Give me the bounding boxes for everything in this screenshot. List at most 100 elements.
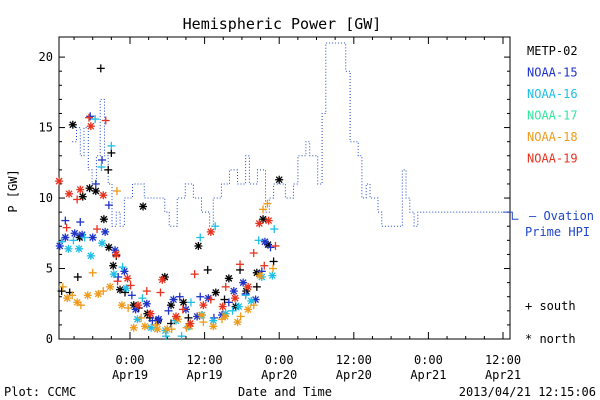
noaa-19-north-point <box>86 122 95 131</box>
noaa-19-south-point <box>260 261 269 270</box>
noaa-18-north-point <box>73 298 82 307</box>
marker-stroke <box>98 239 106 247</box>
noaa-19-south-point <box>271 241 280 250</box>
noaa-15-north-point <box>120 267 129 276</box>
noaa-18-south-point <box>263 199 272 208</box>
marker-stroke <box>75 245 83 253</box>
marker-stroke <box>147 324 155 332</box>
metp-02-north-point <box>275 175 284 184</box>
x-tick-date-0: Apr19 <box>112 368 148 382</box>
legend-entry-noaa-15: NOAA-15 <box>527 66 578 80</box>
metp-02-south-point <box>269 257 278 266</box>
y-axis-label: P [GW] <box>6 169 20 212</box>
marker-stroke <box>256 272 264 280</box>
noaa-19-north-point <box>134 301 143 310</box>
noaa-19-south-point <box>113 277 122 286</box>
metp-02-north-point <box>116 285 125 294</box>
marker-stroke <box>99 191 107 199</box>
noaa-15-south-point <box>104 201 113 210</box>
noaa-18-south-point <box>236 312 245 321</box>
marker-stroke <box>180 298 187 306</box>
noaa-15-south-point <box>98 155 107 164</box>
marker-stroke <box>212 289 220 296</box>
noaa-15-south-point <box>91 179 100 188</box>
x-axis-label: Date and Time <box>238 385 332 399</box>
noaa-16-north-point <box>75 244 84 253</box>
noaa-19-north-point <box>123 274 132 283</box>
x-tick-time-5: 12:00 <box>485 353 521 367</box>
legend-north-marker: * north <box>525 332 576 346</box>
metp-02-north-point <box>109 261 118 270</box>
noaa-19-south-point <box>236 260 245 269</box>
noaa-16-north-point <box>98 239 107 248</box>
noaa-16-south-point <box>177 332 186 341</box>
metp-02-north-point <box>194 241 203 250</box>
marker-stroke <box>275 176 283 184</box>
legend-ovation-label: — Ovation <box>529 209 594 223</box>
noaa-15-south-point <box>175 292 184 301</box>
metp-02-north-point <box>139 202 148 211</box>
x-tick-date-4: Apr21 <box>410 368 446 382</box>
marker-stroke <box>105 243 113 251</box>
marker-stroke <box>94 290 102 298</box>
marker-stroke <box>147 310 154 318</box>
y-tick-label-1: 5 <box>46 262 53 276</box>
x-tick-time-3: 12:00 <box>336 353 372 367</box>
marker-stroke <box>87 252 95 260</box>
noaa-18-north-point <box>117 301 126 310</box>
marker-stroke <box>55 177 63 185</box>
noaa-19-north-point <box>186 319 195 328</box>
marker-stroke <box>116 286 124 294</box>
metp-02-south-point <box>73 272 82 281</box>
noaa-16-south-point <box>186 298 195 307</box>
metp-02-north-point <box>224 274 233 283</box>
noaa-19-north-point <box>264 216 273 225</box>
noaa-19-north-point <box>199 301 208 310</box>
marker-stroke <box>225 274 233 282</box>
ovation-prime-hpi-line <box>72 42 519 227</box>
noaa-19-south-point <box>93 225 102 234</box>
footer-timestamp: 2013/04/21 12:15:06 <box>459 385 596 399</box>
x-tick-time-2: 0:00 <box>265 353 294 367</box>
noaa-16-north-point <box>122 284 131 293</box>
noaa-16-south-point <box>57 237 66 246</box>
noaa-18-south-point <box>112 187 121 195</box>
marker-stroke <box>78 231 86 239</box>
noaa-18-north-point <box>244 305 253 314</box>
legend-entry-noaa-16: NOAA-16 <box>527 87 578 101</box>
noaa-16-south-point <box>118 263 127 272</box>
marker-stroke <box>219 303 227 311</box>
noaa-19-north-point <box>112 250 121 259</box>
noaa-19-south-point <box>249 249 258 258</box>
noaa-19-north-point <box>244 282 253 291</box>
metp-02-south-point <box>107 148 116 157</box>
metp-02-north-point <box>91 187 100 195</box>
metp-02-south-point <box>184 313 193 322</box>
noaa-18-south-point <box>167 325 176 334</box>
marker-stroke <box>101 228 109 236</box>
metp-02-north-point <box>104 243 113 252</box>
marker-stroke <box>134 301 142 309</box>
marker-stroke <box>170 296 177 303</box>
noaa-18-south-point <box>76 301 85 310</box>
marker-stroke <box>64 245 72 253</box>
x-tick-date-3: Apr20 <box>336 368 372 382</box>
noaa-19-north-point <box>158 275 167 284</box>
metp-02-north-point <box>179 298 188 307</box>
noaa-18-south-point <box>68 291 77 300</box>
marker-stroke <box>153 325 161 333</box>
noaa-18-south-point <box>199 318 208 327</box>
metp-02-south-point <box>220 295 229 304</box>
noaa-18-south-point <box>259 205 268 214</box>
marker-stroke <box>65 190 73 198</box>
marker-stroke <box>230 287 238 295</box>
noaa-16-north-point <box>234 302 243 311</box>
ovation-line-solid <box>503 211 519 220</box>
noaa-16-south-point <box>97 163 106 172</box>
noaa-18-south-point <box>88 268 97 277</box>
legend: — Ovation Prime HPI + south * north METP… <box>525 44 594 346</box>
footer-plot-credit: Plot: CCMC <box>4 385 76 399</box>
noaa-18-south-point <box>124 303 133 312</box>
marker-stroke <box>92 187 100 195</box>
marker-stroke <box>163 325 171 333</box>
